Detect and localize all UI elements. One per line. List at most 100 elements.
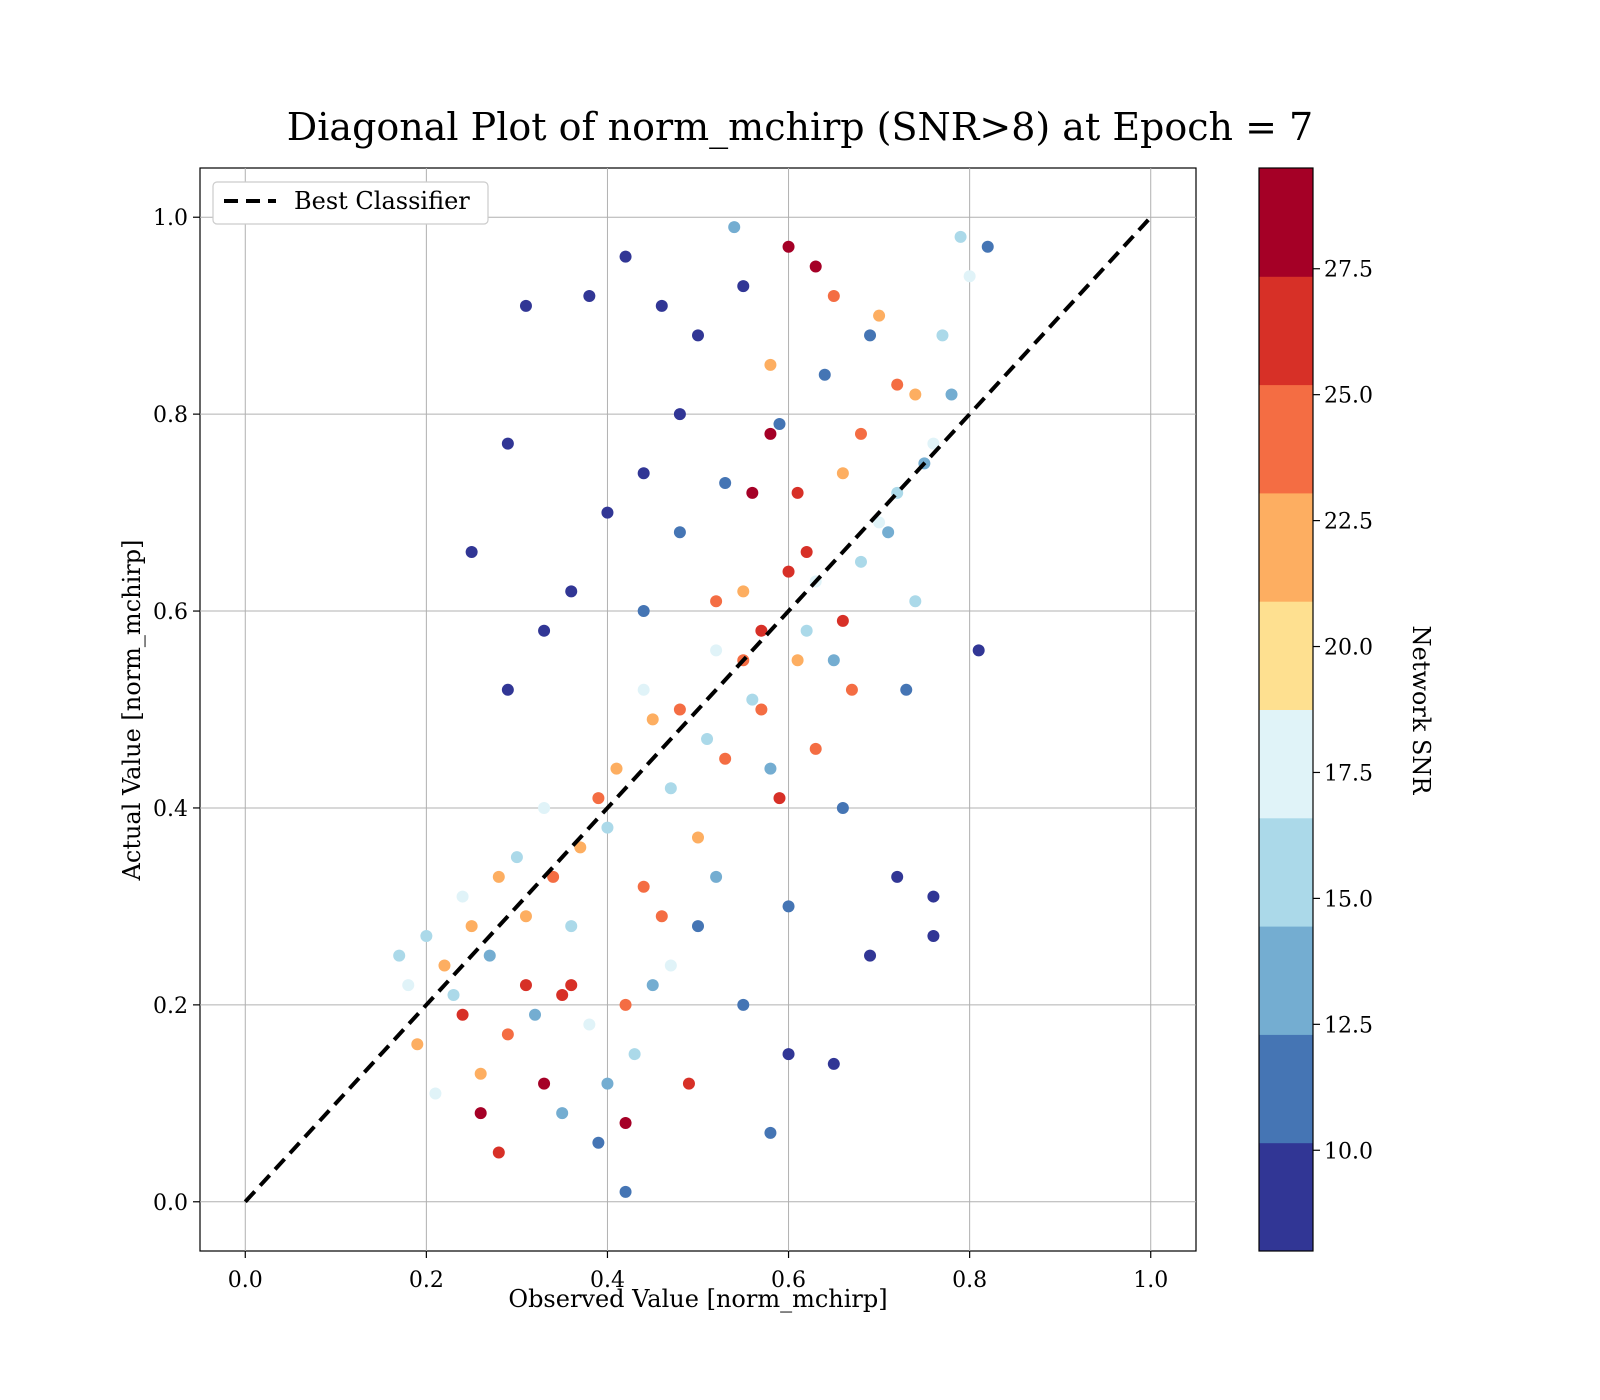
scatter-point [429,1087,442,1100]
colorbar-bands [1259,168,1313,1252]
colorbar-band [1259,601,1313,710]
colorbar-band [1259,384,1313,494]
scatter-point [420,929,433,942]
scatter-point [836,614,849,627]
x-axis-ticks: 0.0 0.2 0.4 0.6 0.8 1.0 [228,1251,1168,1293]
scatter-point [637,683,650,696]
scatter-point [619,998,632,1011]
scatter-point [719,752,732,765]
scatter-point [519,979,532,992]
scatter-point [465,920,478,933]
scatter-point [764,762,777,775]
scatter-point [791,486,804,499]
scatter-point [619,1185,632,1198]
scatter-point [737,585,750,598]
scatter-point [791,654,804,667]
colorbar-tick-label: 10.0 [1324,1139,1373,1164]
colorbar-band [1259,709,1313,819]
scatter-point [610,762,623,775]
scatter-point [519,910,532,923]
colorbar-tick-label: 25.0 [1324,384,1373,409]
scatter-point [692,920,704,933]
y-tick-label: 0.0 [153,1191,188,1216]
scatter-point [637,467,650,480]
colorbar-ticks: 10.0 12.5 15.0 17.5 20.0 22.5 25.0 27.5 [1313,258,1373,1164]
y-tick-label: 0.2 [153,994,188,1019]
scatter-point [927,929,940,942]
colorbar-band [1259,492,1313,602]
scatter-point [619,250,632,263]
scatter-point [538,1077,551,1090]
scatter-point [909,595,922,608]
scatter-point [782,900,795,913]
scatter-point [592,792,605,805]
scatter-point [954,230,967,243]
legend-box [212,181,489,225]
scatter-point [565,979,578,992]
scatter-point [637,880,650,893]
scatter-point [692,831,704,844]
scatter-point [701,733,714,746]
scatter-point [882,526,895,539]
scatter-point [746,486,759,499]
scatter-point [465,545,478,558]
y-tick-label: 0.4 [153,797,188,822]
scatter-point [710,595,723,608]
scatter-point [854,555,867,568]
scatter-point [393,949,406,962]
scatter-point [628,1048,641,1061]
scatter-point [927,890,940,903]
x-tick-label: 0.4 [590,1268,625,1293]
scatter-point [538,801,551,814]
scatter-point [845,683,858,696]
scatter-points [393,221,994,1198]
scatter-point [945,388,958,401]
scatter-point [664,782,677,795]
scatter-point [891,870,904,883]
scatter-point [592,1136,605,1149]
scatter-point [755,624,768,637]
scatter-point [474,1107,487,1120]
x-tick-label: 0.8 [952,1268,987,1293]
scatter-point [646,979,659,992]
scatter-point [782,240,795,253]
colorbar-frame [1258,167,1314,1252]
colorbar: 10.0 12.5 15.0 17.5 20.0 22.5 25.0 27.5 Network… [1258,167,1435,1252]
scatter-point [547,870,560,883]
scatter-point [583,289,596,302]
scatter-point [601,506,614,519]
scatter-point [682,1077,695,1090]
scatter-point [402,979,415,992]
scatter-point [637,605,650,618]
x-axis-label: Observed Value [norm_mchirp] [508,1285,887,1313]
grid-lines [200,168,1196,1251]
scatter-point [764,1126,777,1139]
scatter-point [492,870,505,883]
scatter-point [673,408,686,421]
scatter-point [900,683,913,696]
scatter-point [782,1048,795,1061]
scatter-point [501,437,514,450]
scatter-point [619,1117,632,1130]
colorbar-tick-label: 27.5 [1324,258,1373,283]
scatter-point [818,368,831,381]
scatter-point [556,989,569,1002]
scatter-point [782,565,795,578]
scatter-point [655,910,668,923]
colorbar-band [1259,1142,1313,1252]
scatter-point [809,742,822,755]
scatter-point [873,309,886,322]
scatter-point [583,1018,596,1031]
scatter-point [755,703,768,716]
plot-area: 0.0 0.2 0.4 0.6 0.8 1.0 0.0 0.2 0.4 0.6 0.8 1.0 [153,167,1197,1293]
scatter-point [710,870,723,883]
scatter-point [655,299,668,312]
scatter-point [565,585,578,598]
scatter-point [492,1146,505,1159]
scatter-point [827,289,840,302]
colorbar-band [1259,926,1313,1035]
scatter-point [538,624,551,637]
colorbar-tick-label: 20.0 [1324,636,1373,661]
scatter-point [909,388,922,401]
legend-label: Best Classifier [294,187,470,215]
